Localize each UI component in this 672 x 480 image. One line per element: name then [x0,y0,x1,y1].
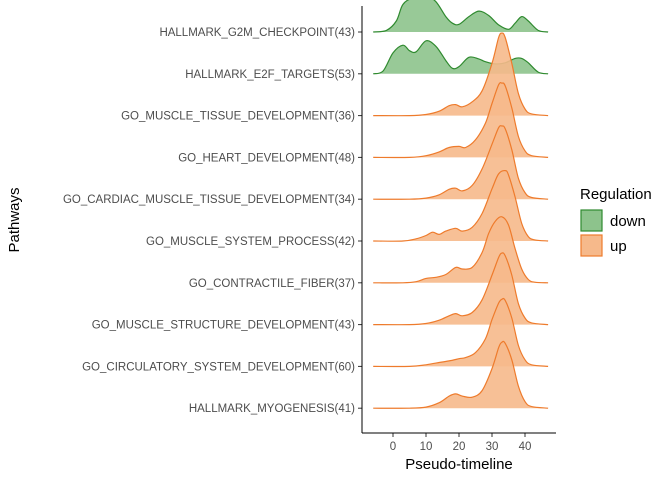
ridge-line [373,32,549,117]
pathway-label: GO_MUSCLE_STRUCTURE_DEVELOPMENT(43) [92,320,355,332]
ridge-area [373,0,549,32]
pathway-label: GO_MUSCLE_SYSTEM_PROCESS(42) [146,236,355,248]
legend-key-up [580,234,603,257]
legend: Regulation down up [580,186,652,257]
x-axis: 0 10 20 30 40 [390,433,532,453]
x-tick-label: 0 [390,441,396,453]
ridge-area [373,298,549,367]
pathway-label: HALLMARK_E2F_TARGETS(53) [185,69,355,81]
pathway-label: GO_MUSCLE_TISSUE_DEVELOPMENT(36) [121,111,355,123]
ridge-line [373,297,549,368]
pathway-label: GO_CONTRACTILE_FIBER(37) [189,278,355,290]
y-axis-title: Pathways [6,187,23,252]
legend-label-up: up [610,238,627,255]
legend-key-down [580,209,603,232]
x-tick-label: 30 [486,441,499,453]
x-axis-title: Pseudo-timeline [405,456,513,473]
pathway-label: HALLMARK_MYOGENESIS(41) [189,403,355,415]
ridge-layer [373,0,549,409]
ridge-line [373,216,549,284]
pathway-label: GO_CARDIAC_MUSCLE_TISSUE_DEVELOPMENT(34) [63,194,355,206]
ridge-area [373,40,549,74]
pathway-label: HALLMARK_G2M_CHECKPOINT(43) [159,27,355,39]
ridge-line [373,252,549,326]
ridge-line [373,82,549,159]
ridge-line [373,0,549,33]
legend-title: Regulation [580,186,652,203]
ridge-line [373,169,549,242]
pathway-labels: HALLMARK_G2M_CHECKPOINT(43) HALLMARK_E2F_… [63,27,362,415]
ridge-line [373,40,549,75]
x-tick-label: 10 [420,441,433,453]
pathway-label: GO_HEART_DEVELOPMENT(48) [178,152,355,164]
x-tick-label: 20 [453,441,466,453]
ridge-line [373,340,549,409]
pathway-label: GO_CIRCULATORY_SYSTEM_DEVELOPMENT(60) [82,361,355,373]
x-tick-label: 40 [519,441,532,453]
legend-label-down: down [610,213,646,230]
ridge-area [373,341,549,409]
ridge-line [373,125,549,200]
